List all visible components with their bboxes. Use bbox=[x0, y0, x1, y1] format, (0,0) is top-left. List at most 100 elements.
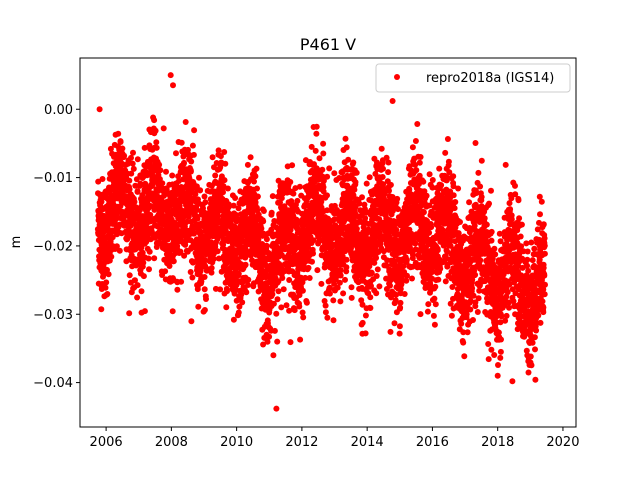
data-point bbox=[230, 202, 237, 209]
data-point bbox=[314, 267, 321, 274]
data-point bbox=[310, 250, 316, 257]
data-point bbox=[244, 161, 251, 168]
chart-title: P461 V bbox=[300, 35, 356, 54]
data-point bbox=[190, 151, 197, 158]
data-point bbox=[529, 257, 536, 264]
data-point bbox=[348, 284, 355, 291]
data-point bbox=[451, 205, 458, 212]
data-point bbox=[156, 161, 163, 168]
data-point bbox=[322, 309, 329, 316]
data-point bbox=[318, 280, 325, 287]
data-point bbox=[531, 334, 538, 341]
data-point bbox=[182, 119, 189, 125]
data-point bbox=[271, 327, 278, 334]
data-point bbox=[216, 255, 222, 262]
data-point bbox=[426, 229, 433, 236]
data-point bbox=[506, 304, 512, 311]
data-point bbox=[249, 257, 255, 264]
data-point bbox=[99, 176, 106, 182]
data-point bbox=[100, 228, 107, 235]
data-point bbox=[294, 197, 301, 204]
data-point bbox=[528, 239, 535, 246]
data-point bbox=[539, 298, 546, 305]
data-point bbox=[270, 352, 277, 359]
data-point bbox=[134, 156, 141, 163]
data-point bbox=[138, 288, 145, 295]
data-point bbox=[378, 145, 385, 152]
data-point bbox=[524, 256, 531, 263]
data-point bbox=[469, 285, 476, 292]
data-point bbox=[310, 237, 317, 244]
data-point bbox=[274, 296, 281, 303]
data-point bbox=[337, 298, 344, 305]
data-point bbox=[385, 159, 392, 166]
data-point bbox=[141, 308, 148, 315]
data-point bbox=[391, 320, 398, 327]
data-point bbox=[247, 154, 254, 161]
data-point bbox=[362, 312, 369, 319]
data-points bbox=[94, 72, 548, 412]
data-point bbox=[105, 271, 112, 278]
data-point bbox=[253, 165, 260, 172]
data-point bbox=[366, 174, 373, 181]
data-point bbox=[313, 130, 320, 137]
data-point bbox=[153, 139, 160, 146]
data-point bbox=[541, 235, 548, 242]
data-point bbox=[260, 341, 267, 348]
data-point bbox=[299, 279, 306, 286]
data-point bbox=[296, 303, 303, 310]
data-point bbox=[98, 198, 105, 205]
data-point bbox=[163, 168, 169, 175]
data-point bbox=[445, 158, 452, 165]
data-point bbox=[287, 227, 294, 233]
data-point bbox=[98, 306, 105, 313]
data-point bbox=[238, 291, 245, 298]
data-point bbox=[146, 248, 153, 255]
data-point bbox=[541, 272, 548, 279]
data-point bbox=[263, 236, 270, 243]
data-point bbox=[126, 272, 133, 279]
data-point bbox=[537, 211, 543, 218]
data-point bbox=[157, 167, 164, 174]
data-point bbox=[343, 144, 350, 151]
data-point bbox=[299, 287, 306, 294]
data-point bbox=[232, 195, 239, 201]
data-point bbox=[245, 282, 251, 288]
data-point bbox=[286, 277, 293, 283]
data-point bbox=[188, 158, 195, 165]
data-point bbox=[299, 309, 306, 316]
data-point bbox=[130, 149, 136, 156]
data-point bbox=[160, 125, 167, 132]
data-point bbox=[478, 194, 485, 200]
data-point bbox=[159, 180, 166, 187]
data-point bbox=[201, 286, 208, 293]
data-point bbox=[134, 188, 141, 195]
data-point bbox=[306, 275, 313, 281]
data-point bbox=[432, 283, 439, 290]
data-point bbox=[291, 307, 298, 314]
data-point bbox=[395, 206, 401, 213]
data-point bbox=[173, 150, 179, 157]
data-point bbox=[129, 160, 136, 167]
data-point bbox=[275, 288, 282, 295]
data-point bbox=[222, 160, 229, 167]
data-point bbox=[540, 264, 547, 271]
data-point bbox=[132, 182, 139, 189]
data-point bbox=[359, 194, 365, 201]
data-point bbox=[498, 336, 504, 343]
data-point bbox=[126, 177, 133, 184]
data-point bbox=[320, 188, 327, 195]
data-point bbox=[188, 318, 195, 325]
data-point bbox=[478, 157, 485, 164]
data-point bbox=[260, 218, 267, 225]
data-point bbox=[475, 169, 482, 176]
data-point bbox=[221, 177, 228, 184]
data-point bbox=[337, 272, 344, 279]
data-point bbox=[201, 274, 208, 280]
data-point bbox=[109, 234, 116, 241]
data-point bbox=[348, 294, 355, 301]
data-point bbox=[386, 187, 392, 194]
data-point bbox=[373, 290, 380, 297]
data-point bbox=[143, 238, 150, 245]
data-point bbox=[320, 140, 327, 147]
